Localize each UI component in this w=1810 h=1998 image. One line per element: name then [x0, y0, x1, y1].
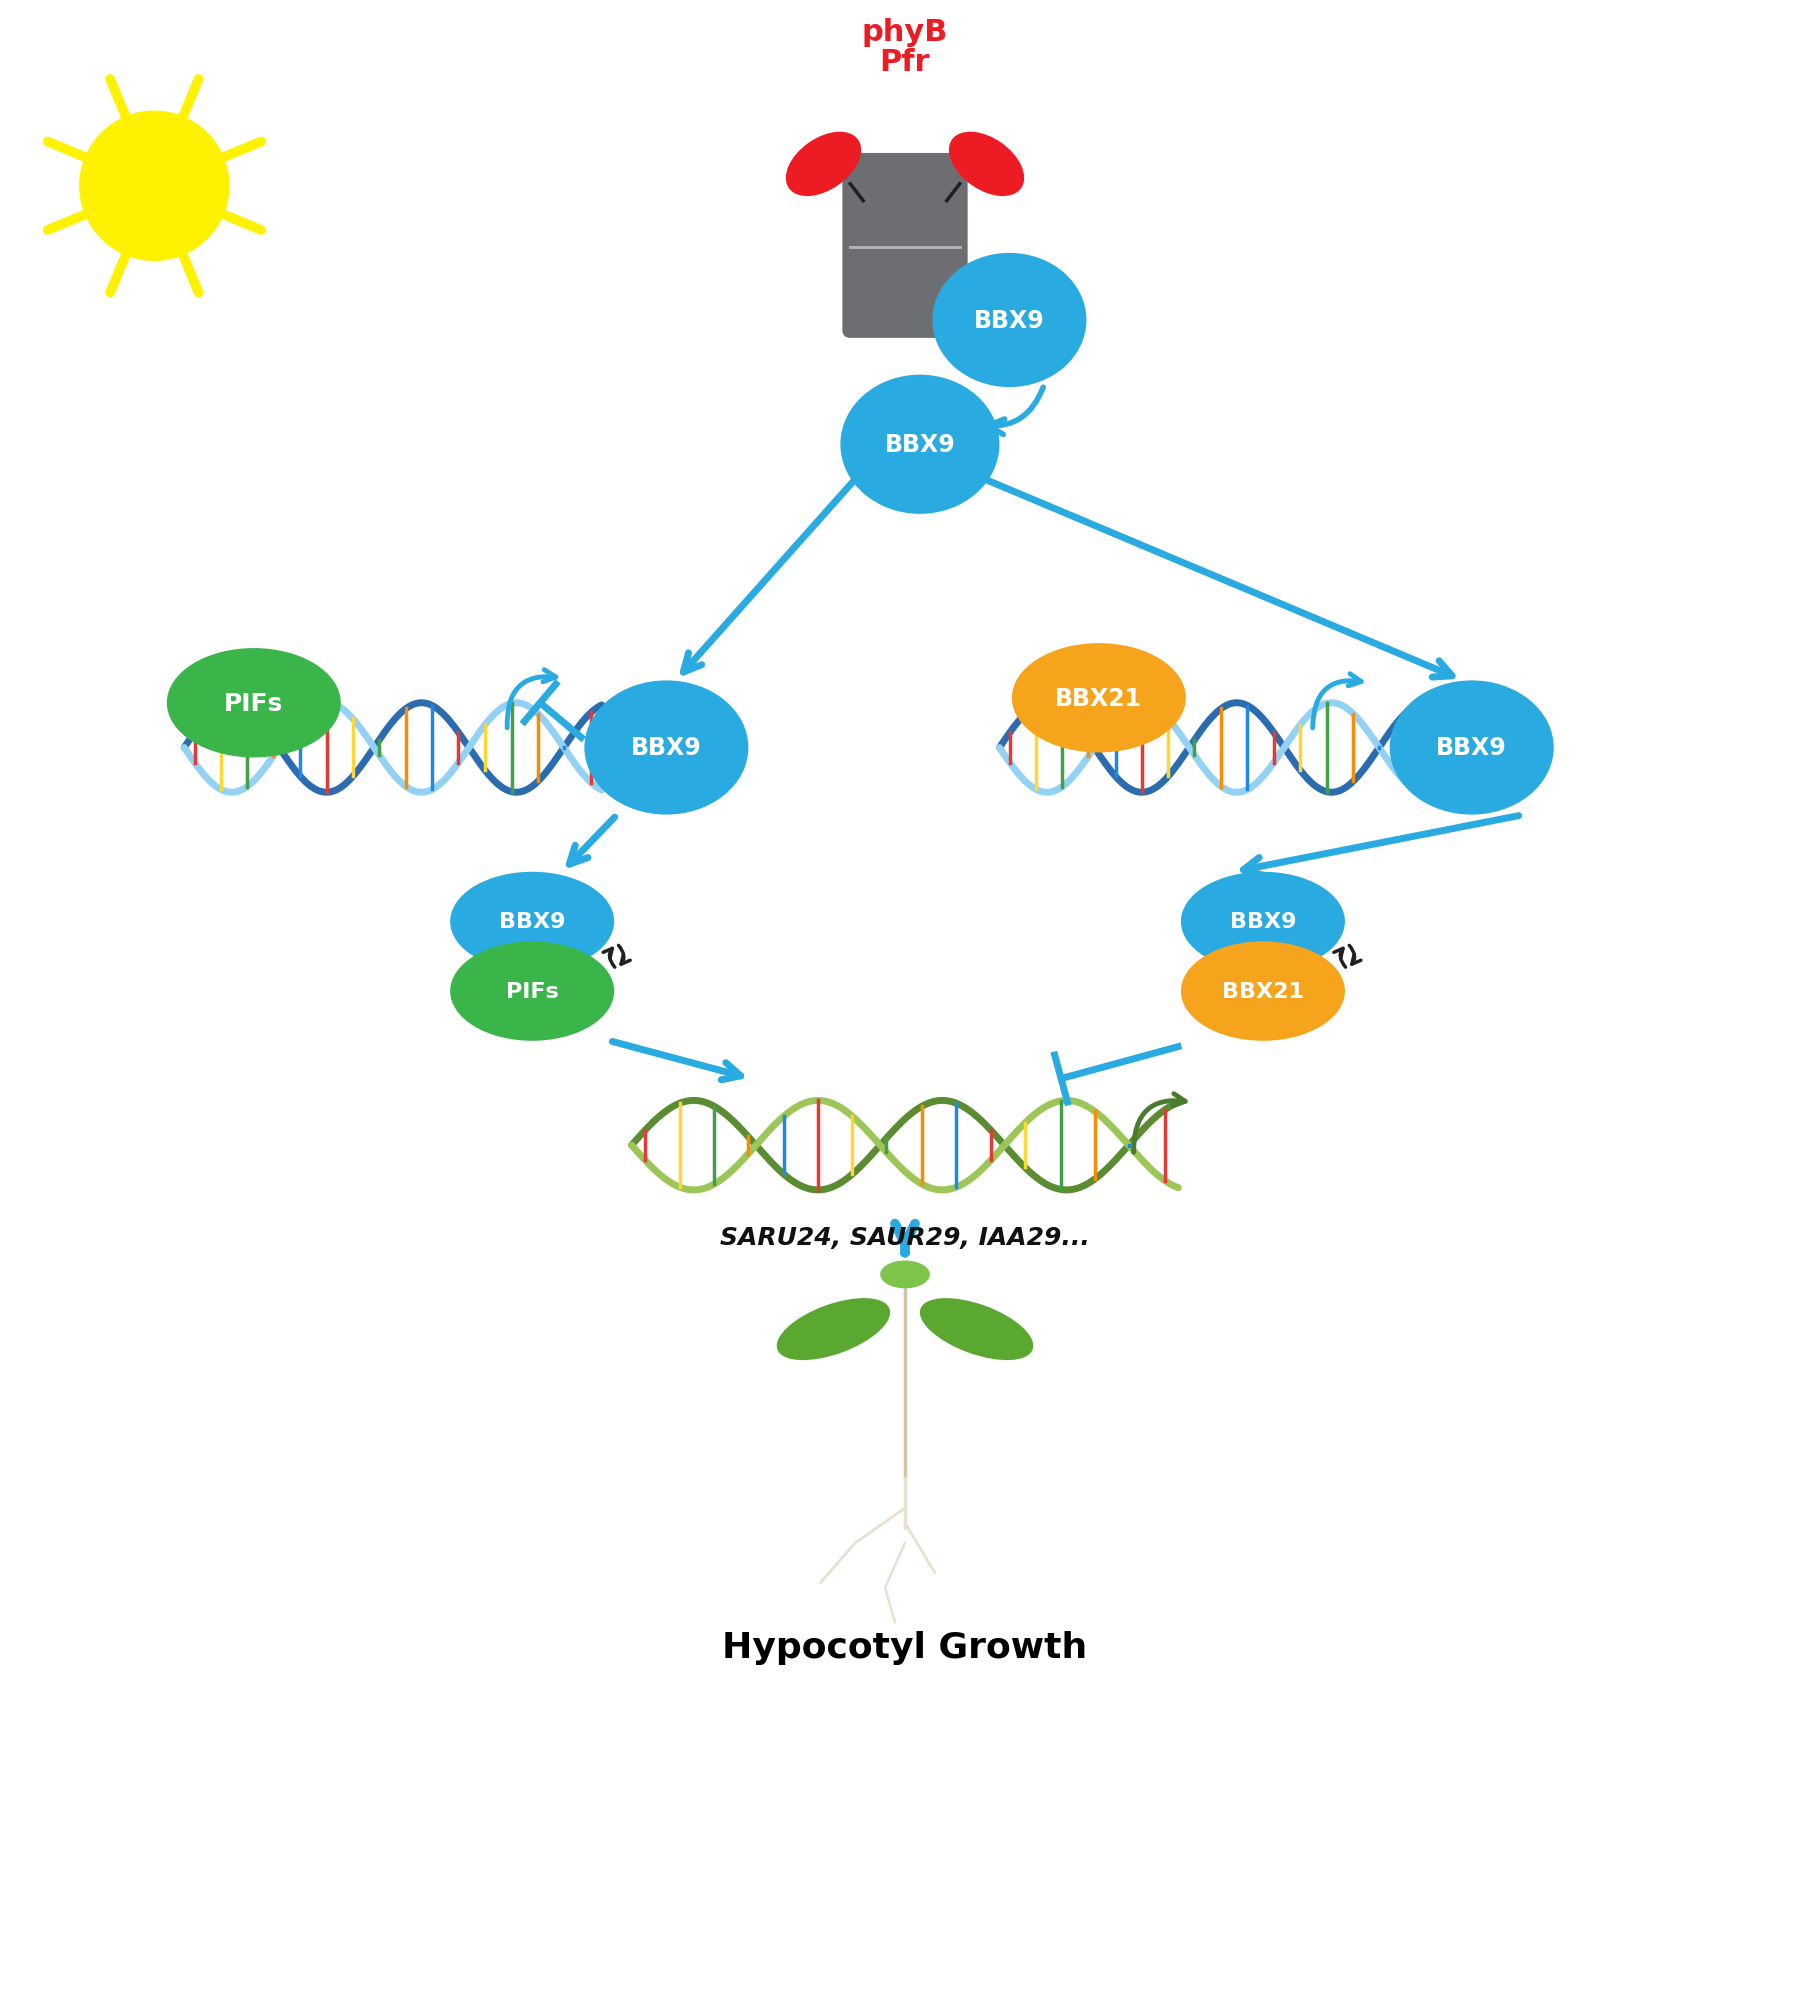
Ellipse shape — [786, 132, 862, 198]
Text: BBX21: BBX21 — [1055, 687, 1142, 711]
Text: BBX9: BBX9 — [500, 911, 565, 931]
Text: BBX21: BBX21 — [1222, 981, 1303, 1001]
Text: BBX9: BBX9 — [1437, 735, 1508, 759]
Ellipse shape — [919, 1299, 1034, 1361]
Text: PIFs: PIFs — [224, 691, 284, 715]
Text: Hypocotyl Growth: Hypocotyl Growth — [722, 1630, 1088, 1664]
Text: BBX9: BBX9 — [885, 434, 956, 458]
Text: PIFs: PIFs — [505, 981, 559, 1001]
Ellipse shape — [1180, 873, 1345, 971]
Ellipse shape — [932, 254, 1086, 388]
Text: BBX9: BBX9 — [974, 310, 1044, 334]
Ellipse shape — [880, 1261, 930, 1289]
Ellipse shape — [1390, 681, 1553, 815]
Text: BBX9: BBX9 — [1229, 911, 1296, 931]
Text: BBX9: BBX9 — [632, 735, 702, 759]
Ellipse shape — [167, 649, 340, 757]
FancyBboxPatch shape — [842, 154, 968, 340]
Ellipse shape — [451, 873, 614, 971]
Ellipse shape — [840, 376, 999, 515]
Ellipse shape — [585, 681, 748, 815]
Ellipse shape — [451, 941, 614, 1041]
Ellipse shape — [1180, 941, 1345, 1041]
Ellipse shape — [948, 132, 1024, 198]
Ellipse shape — [1012, 643, 1186, 753]
Circle shape — [80, 112, 228, 262]
Ellipse shape — [776, 1299, 891, 1361]
Text: phyB
Pfr: phyB Pfr — [862, 18, 948, 78]
Text: SARU24, SAUR29, IAA29...: SARU24, SAUR29, IAA29... — [720, 1225, 1090, 1249]
